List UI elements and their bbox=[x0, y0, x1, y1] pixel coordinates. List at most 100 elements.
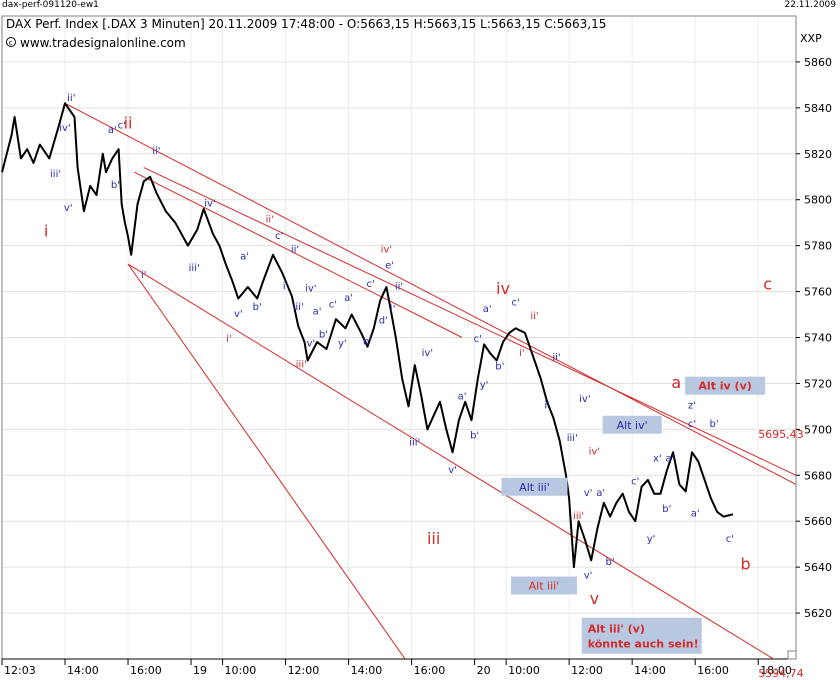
wave-label-minor: c' bbox=[329, 300, 337, 311]
x-tick-label: 12:03 bbox=[4, 664, 36, 677]
x-tick-label: 16:00 bbox=[414, 664, 446, 677]
wave-label-major: ii bbox=[124, 114, 133, 133]
wave-label-minor: ii' bbox=[67, 93, 75, 104]
annotation-box bbox=[685, 376, 766, 395]
x-tick-label: 16:00 bbox=[130, 664, 162, 677]
copyright-icon bbox=[6, 37, 16, 47]
wave-label-minor: b' bbox=[111, 180, 120, 191]
wave-label-minor: c' bbox=[631, 476, 639, 487]
annotation-box-label: Alt iii' bbox=[529, 580, 560, 593]
wave-label-major: v bbox=[590, 589, 599, 608]
annotation-box bbox=[602, 415, 662, 434]
wave-label-minor: b' bbox=[606, 557, 615, 568]
wave-label-minor: c' bbox=[688, 419, 696, 430]
wave-label-minor: e' bbox=[385, 261, 394, 272]
wave-annotations: 5695,435594,74iiiiiiivvabcii'iv'i'iii'ii… bbox=[44, 93, 804, 680]
wave-label-minor-red: iv' bbox=[589, 447, 600, 458]
price-label: 5695,43 bbox=[758, 428, 804, 441]
wave-label-major: b bbox=[741, 554, 751, 573]
wave-label-minor: b' bbox=[710, 419, 719, 430]
wave-label-major: iv bbox=[496, 279, 510, 298]
price-line bbox=[1, 102, 734, 569]
wave-label-minor: iv' bbox=[59, 123, 70, 134]
wave-label-minor: z' bbox=[688, 401, 696, 412]
wave-label-minor: ii' bbox=[291, 245, 299, 256]
wave-label-minor: c' bbox=[511, 297, 519, 308]
note-box bbox=[581, 617, 702, 654]
annotation-box-label: Alt iv' bbox=[617, 419, 648, 432]
wave-label-minor: a' bbox=[691, 509, 700, 520]
channel-line bbox=[127, 263, 406, 659]
x-tick-label: 16:00 bbox=[697, 664, 729, 677]
note-box-line: könnte auch sein! bbox=[588, 638, 699, 651]
wave-label-minor: b' bbox=[662, 504, 671, 515]
wave-label-minor-red: i' bbox=[519, 348, 525, 359]
y-tick-label: 5760 bbox=[804, 286, 832, 299]
wave-label-minor: iii' bbox=[293, 302, 304, 313]
wave-label-minor: a' bbox=[313, 307, 322, 318]
wave-label-minor: v' bbox=[64, 203, 73, 214]
y-axis-ticks: 5620 5640 5660 5680 5700 5720 5740 5760 5780 5800… bbox=[796, 56, 832, 620]
x-axis-ticks: 12:03 14:00 16:00 19 10:00 12:00 14:00 16:00 20 1… bbox=[1, 659, 792, 677]
wave-label-minor-red: i' bbox=[226, 334, 232, 345]
wave-label-minor: ii' bbox=[552, 352, 560, 363]
wave-label-minor: i' bbox=[390, 304, 396, 315]
wave-label-minor: i' bbox=[283, 281, 289, 292]
y-tick-label: 5660 bbox=[804, 515, 832, 528]
y-tick-label: 5860 bbox=[804, 56, 832, 69]
wave-label-minor: c' bbox=[726, 534, 734, 545]
currency-label: XXP bbox=[800, 32, 822, 45]
window-date: 22.11.2009 bbox=[784, 0, 836, 10]
wave-label-major: iii bbox=[427, 529, 440, 548]
x-tick-label: 10:00 bbox=[225, 664, 257, 677]
x-tick-label: 14:00 bbox=[351, 664, 383, 677]
wave-label-minor: b' bbox=[495, 362, 504, 373]
x-tick-label: 10:00 bbox=[508, 664, 540, 677]
wave-label-minor: c' bbox=[367, 279, 375, 290]
wave-label-minor: ii' bbox=[152, 146, 160, 157]
x-tick-label: 18:00 bbox=[760, 664, 792, 677]
window-title: dax-perf-091120-ew1 bbox=[2, 0, 99, 10]
wave-label-minor: x' bbox=[653, 454, 662, 465]
wave-label-minor: iii' bbox=[409, 437, 420, 448]
wave-label-minor: b' bbox=[470, 431, 479, 442]
grid bbox=[1, 16, 796, 659]
y-tick-label: 5680 bbox=[804, 469, 832, 482]
wave-label-minor: iv' bbox=[305, 284, 316, 295]
annotation-box-label: Alt iv (v) bbox=[698, 380, 751, 393]
trend-channels bbox=[64, 102, 796, 659]
channel-line bbox=[64, 102, 796, 485]
wave-label-minor-red: iv' bbox=[381, 245, 392, 256]
wave-label-minor: a' bbox=[458, 392, 467, 403]
channel-group bbox=[64, 102, 796, 659]
wave-label-minor: c' bbox=[474, 334, 482, 345]
price-chart[interactable]: 5620 5640 5660 5680 5700 5720 5740 5760 5780 5800… bbox=[0, 12, 840, 680]
wave-label-minor: b' bbox=[363, 336, 372, 347]
x-tick-label: 12:00 bbox=[288, 664, 320, 677]
wave-label-minor: v' bbox=[306, 339, 315, 350]
y-tick-label: 5780 bbox=[804, 240, 832, 253]
wave-label-minor: v' bbox=[448, 465, 457, 476]
wave-label-minor: a' bbox=[596, 488, 605, 499]
wave-label-minor: y' bbox=[647, 534, 656, 545]
wave-label-minor: i' bbox=[141, 270, 147, 281]
wave-label-minor: iv' bbox=[422, 348, 433, 359]
price-series bbox=[1, 102, 734, 569]
y-tick-label: 5720 bbox=[804, 377, 832, 390]
wave-label-minor: iii' bbox=[567, 433, 578, 444]
wave-label-major: c bbox=[763, 274, 772, 293]
wave-label-major: i bbox=[44, 221, 48, 240]
wave-label-minor: iv' bbox=[579, 394, 590, 405]
wave-label-minor: y' bbox=[338, 339, 347, 350]
wave-label-minor: v' bbox=[584, 571, 593, 582]
scroll-corner-button[interactable] bbox=[787, 650, 797, 660]
y-tick-label: 5700 bbox=[804, 423, 832, 436]
y-tick-label: 5820 bbox=[804, 148, 832, 161]
wave-label-minor: d' bbox=[379, 316, 388, 327]
wave-label-minor: i' bbox=[544, 401, 550, 412]
copyright-icon-glyph: c bbox=[9, 39, 13, 47]
x-tick-label: 12:00 bbox=[571, 664, 603, 677]
wave-label-minor-red: iii' bbox=[296, 359, 307, 370]
y-tick-label: 5740 bbox=[804, 332, 832, 345]
y-tick-label: 5640 bbox=[804, 561, 832, 574]
